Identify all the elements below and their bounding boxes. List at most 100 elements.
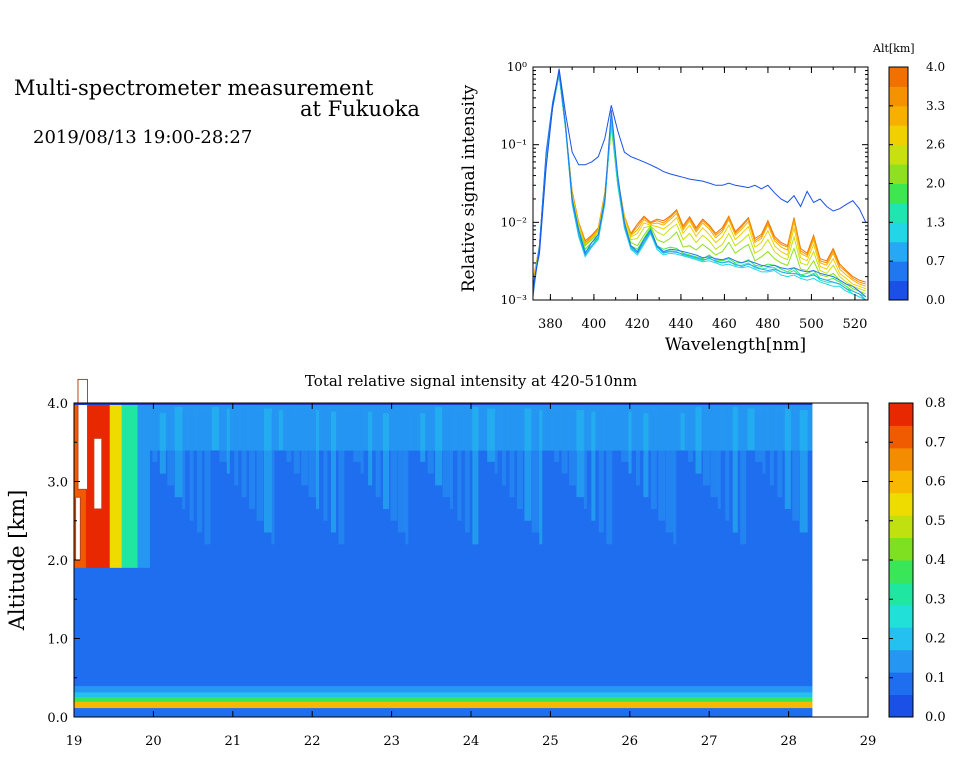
spectrum-ytick-label: 10⁰ xyxy=(507,60,527,74)
heatmap-colorbar-swatch xyxy=(889,470,913,494)
heatmap-streak xyxy=(747,408,755,451)
heatmap-streak xyxy=(182,411,186,509)
spectrum-line-3 xyxy=(533,74,867,300)
heatmap-band-1 xyxy=(74,701,813,709)
heatmap-streak xyxy=(435,406,443,486)
heatmap-streak xyxy=(799,410,808,533)
heatmap-colorbar-swatch xyxy=(889,649,913,673)
heatmap-streak xyxy=(479,411,487,451)
heatmap-colorbar-swatch xyxy=(889,537,913,561)
heatmap-title: Total relative signal intensity at 420-5… xyxy=(305,372,637,390)
heatmap-streak xyxy=(576,410,585,498)
heatmap-ytick-label: 1.0 xyxy=(47,633,68,648)
heatmap-band-0 xyxy=(74,707,813,718)
title-line2: at Fukuoka xyxy=(300,97,420,121)
heatmap-streak xyxy=(688,410,694,462)
heatmap-colorbar-label: 0.8 xyxy=(925,396,946,411)
heatmap-streak xyxy=(330,411,336,533)
heatmap-streak xyxy=(524,408,532,521)
heatmap-saturated xyxy=(93,437,103,510)
measurement-datetime: 2019/08/13 19:00-28:27 xyxy=(33,127,253,148)
heatmap-xtick-label: 22 xyxy=(304,734,321,749)
heatmap-hot-column-3 xyxy=(109,403,123,568)
heatmap-streak xyxy=(650,410,657,509)
heatmap-streak xyxy=(472,406,479,545)
spectrum-ytick-label: 10⁻² xyxy=(501,215,528,229)
heatmap-xtick-label: 20 xyxy=(145,734,162,749)
heatmap-band-6 xyxy=(74,520,813,592)
heatmap-streak xyxy=(263,408,272,533)
heatmap-xtick-label: 19 xyxy=(66,734,83,749)
spectrum-colorbar-swatch xyxy=(889,183,908,204)
heatmap-streak xyxy=(539,410,543,545)
heatmap-streak xyxy=(613,410,621,451)
heatmap-colorbar-label: 0.1 xyxy=(925,671,946,686)
heatmap-colorbar-label: 0.7 xyxy=(925,435,946,450)
heatmap-streak xyxy=(308,413,317,498)
heatmap-streak xyxy=(658,406,666,521)
heatmap-colorbar-swatch xyxy=(889,582,913,606)
heatmap-xtick-label: 27 xyxy=(701,734,718,749)
spectrum-colorbar-swatch xyxy=(889,125,908,146)
heatmap-streak xyxy=(189,408,194,521)
heatmap-streak xyxy=(204,410,211,545)
heatmap-streak xyxy=(665,411,674,533)
heatmap-streak xyxy=(360,406,364,474)
heatmap-streak xyxy=(583,406,587,509)
heatmap-streak xyxy=(390,410,398,521)
heatmap-streak xyxy=(323,406,328,521)
heatmap-streak xyxy=(249,406,256,509)
heatmap-band-4 xyxy=(74,685,813,693)
heatmap-band-3 xyxy=(74,691,813,698)
spectrum-colorbar-swatch xyxy=(889,105,908,126)
heatmap-ylabel: Altitude [km] xyxy=(5,490,29,632)
title-line1: Multi-spectrometer measurement xyxy=(14,76,374,100)
spectrum-xtick-label: 440 xyxy=(669,317,694,332)
heatmap-streak xyxy=(732,406,738,533)
heatmap-streak xyxy=(561,408,568,474)
heatmap-colorbar-swatch xyxy=(889,560,913,583)
heatmap-streak xyxy=(784,408,791,509)
spectrum-colorbar-label: 4.0 xyxy=(926,60,945,74)
heatmap-streak xyxy=(494,413,498,474)
heatmap-colorbar-label: 0.2 xyxy=(925,632,946,647)
heatmap-streak xyxy=(301,408,309,486)
heatmap-streak xyxy=(219,411,228,462)
heatmap-hot-column-4 xyxy=(121,403,139,568)
spectrum-xtick-label: 500 xyxy=(799,317,824,332)
spectrum-colorbar-swatch xyxy=(889,86,908,107)
heatmap-streak xyxy=(457,413,462,521)
spectrum-colorbar-swatch xyxy=(889,164,908,184)
heatmap-streak xyxy=(241,410,247,498)
heatmap-streak xyxy=(762,410,766,474)
heatmap-colorbar-swatch xyxy=(889,447,913,471)
heatmap-band-5 xyxy=(74,591,813,687)
heatmap-xtick-label: 26 xyxy=(622,734,639,749)
heatmap-streak xyxy=(174,406,183,498)
heatmap-streak xyxy=(702,411,710,486)
heatmap-ytick-label: 4.0 xyxy=(47,397,68,412)
heatmap-streak xyxy=(167,410,175,486)
heatmap-streak xyxy=(420,413,426,462)
spectrum-colorbar-swatch xyxy=(889,67,908,87)
heatmap-streak xyxy=(278,410,283,451)
heatmap-colorbar-swatch xyxy=(889,694,913,718)
heatmap-streak xyxy=(442,411,451,498)
spectrum-line-1 xyxy=(533,70,867,298)
spectrum-line-0 xyxy=(533,68,867,287)
heatmap-streak xyxy=(353,410,362,462)
heatmap-streak xyxy=(606,413,613,545)
heatmap-streak xyxy=(345,413,353,451)
heatmap-saturated xyxy=(75,496,81,561)
heatmap-streak xyxy=(695,406,702,474)
spectrum-xtick-label: 420 xyxy=(625,317,650,332)
spectrum-colorbar-label: 1.3 xyxy=(926,215,945,229)
heatmap-colorbar-label: 0.6 xyxy=(925,475,946,490)
heatmap-streak xyxy=(643,413,649,498)
heatmap-saturated xyxy=(77,378,88,490)
heatmap-streak xyxy=(338,408,345,545)
heatmap-streak xyxy=(531,413,540,533)
heatmap-streak xyxy=(449,408,453,509)
spectrum-xlabel: Wavelength[nm] xyxy=(665,335,806,355)
heatmap-streak xyxy=(769,406,774,486)
